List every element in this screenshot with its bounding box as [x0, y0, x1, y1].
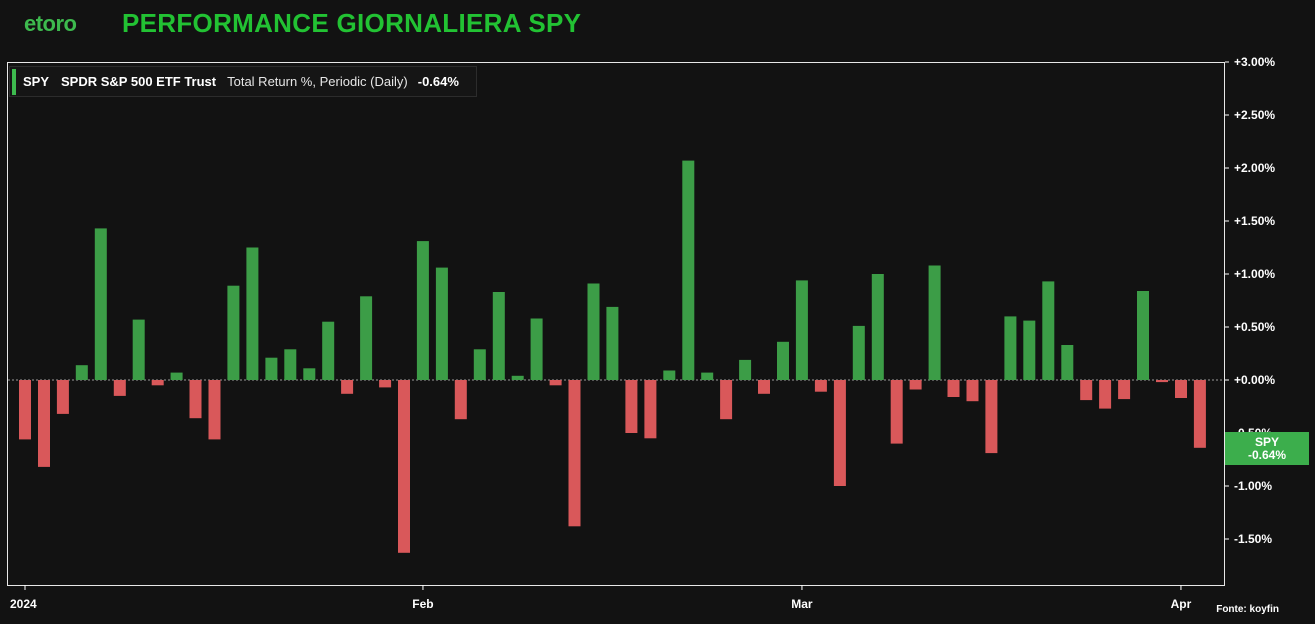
badge-ticker: SPY — [1254, 435, 1279, 449]
y-tick-label: +3.00% — [1234, 55, 1275, 69]
logo-text: etoro — [24, 11, 77, 36]
bar[interactable] — [587, 283, 600, 381]
bar[interactable] — [416, 241, 429, 380]
bar[interactable] — [151, 380, 164, 386]
bar[interactable] — [1137, 291, 1149, 380]
bar[interactable] — [113, 380, 126, 396]
y-tick-label: +1.50% — [1234, 214, 1275, 228]
bar[interactable] — [303, 368, 316, 380]
bar[interactable] — [758, 380, 770, 394]
bar[interactable] — [1175, 380, 1187, 398]
y-tick-label: +0.00% — [1234, 373, 1275, 387]
bar[interactable] — [530, 318, 543, 381]
bar[interactable] — [189, 380, 202, 419]
bar[interactable] — [38, 380, 50, 467]
bar[interactable] — [1099, 380, 1112, 409]
bar[interactable] — [947, 380, 960, 397]
bar[interactable] — [454, 380, 467, 420]
bar[interactable] — [720, 380, 733, 420]
bar[interactable] — [132, 319, 145, 380]
y-tick-label: +0.50% — [1234, 320, 1275, 334]
bar[interactable] — [170, 372, 183, 380]
bar[interactable] — [1118, 380, 1131, 400]
bar[interactable] — [511, 375, 524, 380]
etoro-logo: etoro — [18, 8, 88, 40]
chart-legend[interactable]: SPY SPDR S&P 500 ETF Trust Total Return … — [9, 66, 477, 97]
bar[interactable] — [871, 274, 884, 380]
bar[interactable] — [1004, 316, 1017, 380]
bar[interactable] — [966, 380, 979, 402]
bar[interactable] — [398, 380, 410, 553]
y-tick-label: +2.00% — [1234, 161, 1275, 175]
bar[interactable] — [265, 357, 278, 380]
bar[interactable] — [341, 380, 354, 394]
bar[interactable] — [814, 380, 827, 392]
bar[interactable] — [75, 365, 88, 380]
page-title: PERFORMANCE GIORNALIERA SPY — [122, 8, 582, 38]
bar[interactable] — [56, 380, 69, 414]
bar[interactable] — [909, 380, 922, 390]
bar[interactable] — [246, 247, 259, 381]
bar[interactable] — [94, 228, 107, 380]
bar[interactable] — [625, 380, 638, 433]
bar[interactable] — [777, 341, 789, 380]
bar[interactable] — [208, 380, 221, 440]
bar[interactable] — [985, 380, 998, 454]
legend-value: -0.64% — [417, 74, 459, 89]
chart-frame — [7, 62, 1225, 586]
y-tick-label: -1.50% — [1234, 532, 1272, 546]
bar[interactable] — [606, 306, 619, 380]
legend-ticker: SPY — [23, 74, 50, 89]
bar[interactable] — [701, 372, 714, 380]
y-tick-label: +2.50% — [1234, 108, 1275, 122]
bar[interactable] — [568, 380, 581, 527]
bar[interactable] — [284, 349, 297, 380]
bar[interactable] — [890, 380, 903, 444]
bar[interactable] — [1023, 320, 1036, 380]
bar[interactable] — [928, 265, 941, 381]
bar[interactable] — [663, 370, 676, 381]
x-tick-label: Mar — [791, 597, 813, 611]
legend-description: Total Return %, Periodic (Daily) — [227, 74, 408, 89]
bar[interactable] — [19, 380, 31, 440]
bar[interactable] — [360, 296, 373, 380]
bar[interactable] — [1042, 281, 1055, 380]
bar[interactable] — [379, 380, 392, 388]
bar[interactable] — [682, 160, 695, 380]
bar[interactable] — [1061, 345, 1074, 380]
bar[interactable] — [227, 285, 240, 380]
bar[interactable] — [473, 349, 486, 380]
bar[interactable] — [322, 321, 335, 380]
badge-value: -0.64% — [1247, 448, 1287, 462]
bar[interactable] — [435, 267, 448, 380]
bar[interactable] — [795, 280, 808, 380]
x-tick-label: 2024 — [10, 597, 37, 611]
y-tick-label: +1.00% — [1234, 267, 1275, 281]
source-label: Fonte: koyfin — [1216, 604, 1279, 615]
bar[interactable] — [549, 380, 562, 386]
bar[interactable] — [492, 292, 505, 380]
y-tick-label: -1.00% — [1234, 479, 1272, 493]
x-tick-label: Apr — [1171, 597, 1192, 611]
bar[interactable] — [1156, 380, 1168, 383]
bar[interactable] — [739, 359, 752, 380]
legend-swatch — [12, 68, 16, 95]
bar[interactable] — [833, 380, 846, 486]
bar[interactable] — [1193, 380, 1206, 448]
x-tick-label: Feb — [412, 597, 433, 611]
legend-series-name: SPDR S&P 500 ETF Trust — [61, 74, 217, 89]
bar[interactable] — [852, 325, 865, 380]
last-value-badge: SPY -0.64% — [1225, 432, 1309, 465]
bar[interactable] — [644, 380, 657, 439]
bar[interactable] — [1080, 380, 1093, 401]
